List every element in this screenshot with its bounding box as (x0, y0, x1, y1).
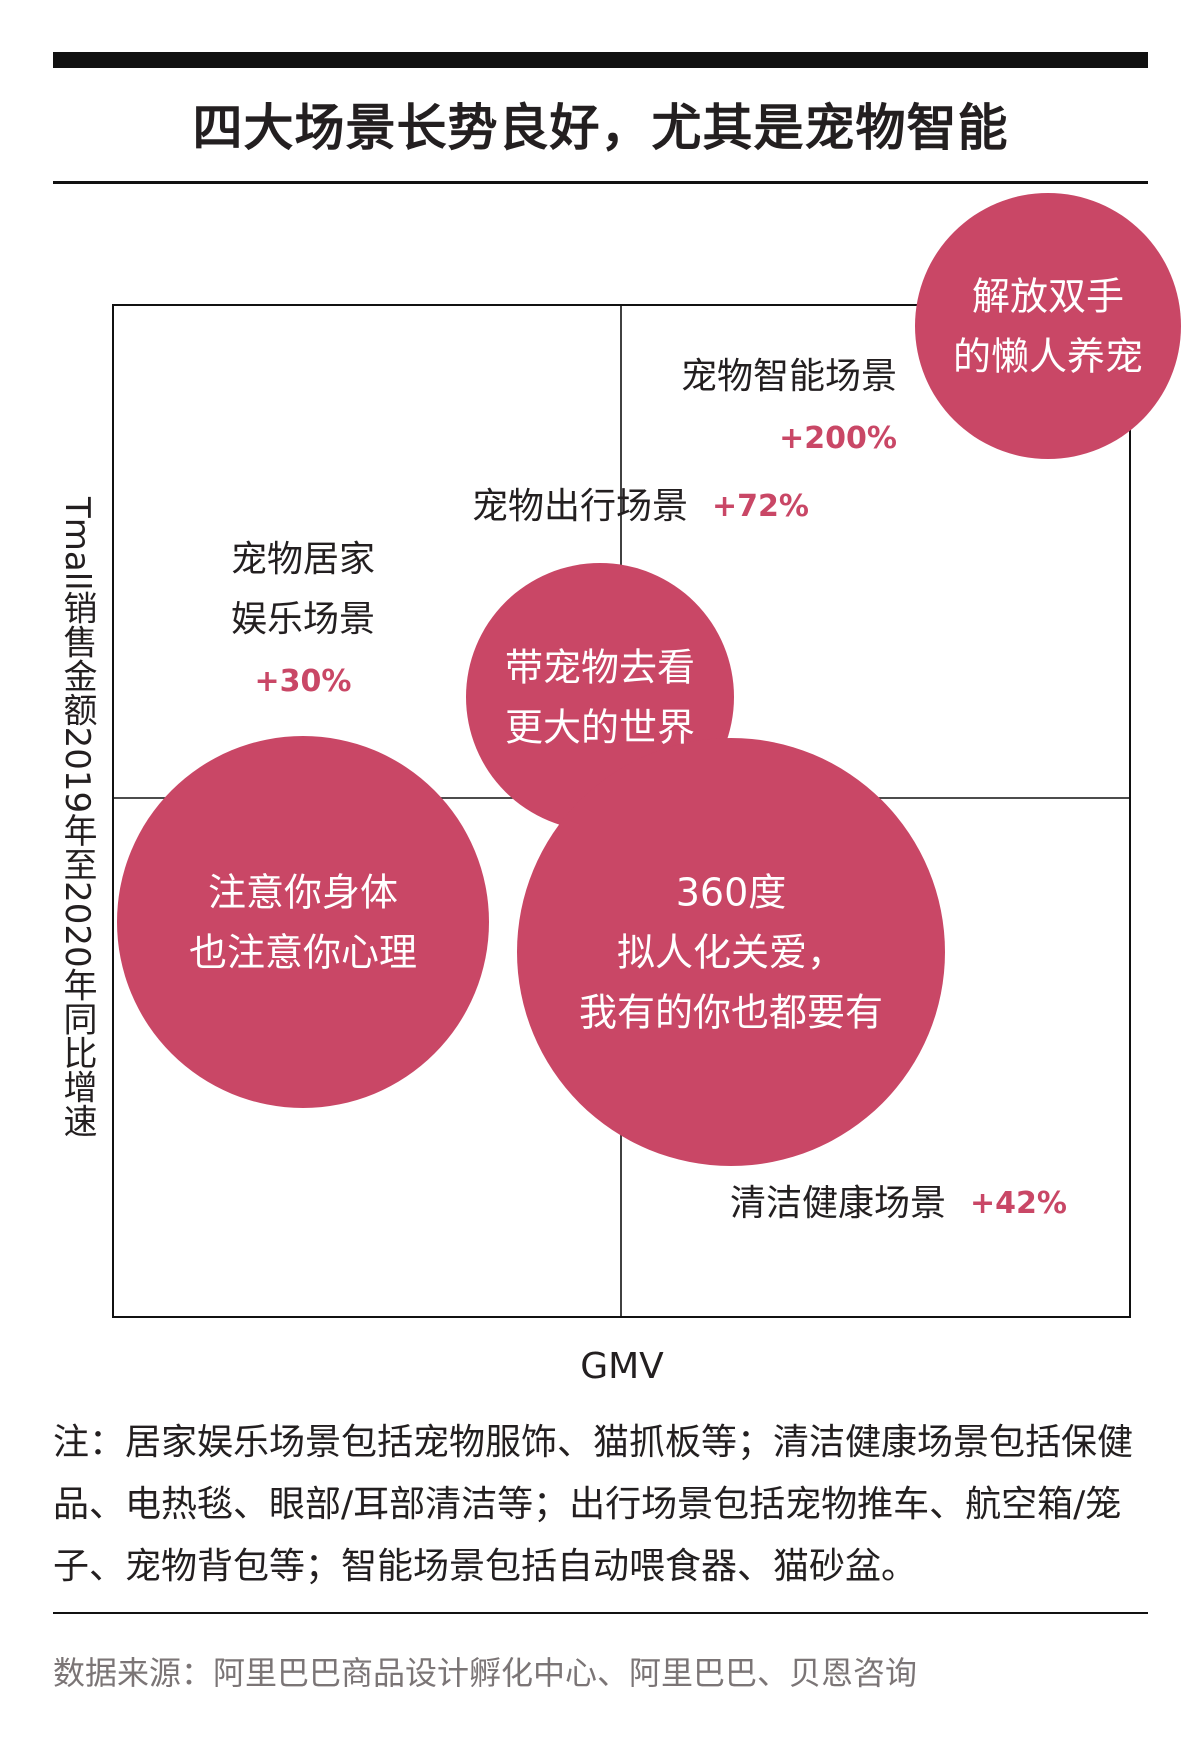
y-axis-label-wrap: Tmall销售金额2019年至2020年同比增速 (55, 450, 99, 1185)
scene-growth-travel: +72% (712, 489, 809, 524)
bubble-humanized-care-text-1: 360度 (676, 871, 787, 915)
scene-growth-clean: +42% (970, 1186, 1067, 1221)
bubble-lazy-pet-care (915, 193, 1181, 459)
bubble-humanized-care (517, 738, 945, 1166)
footnote: 注：居家娱乐场景包括宠物服饰、猫抓板等；清洁健康场景包括保健品、电热毯、眼部/耳… (53, 1422, 1134, 1587)
scene-growth-home: +30% (255, 664, 352, 699)
scene-label-clean: 清洁健康场景 (730, 1183, 946, 1224)
bubble-body-mind-text-1: 注意你身体 (208, 871, 398, 915)
bubble-lazy-pet-care-text-2: 的懒人养宠 (953, 335, 1143, 379)
scene-label-home-line-2: 娱乐场景 (231, 599, 375, 640)
x-axis-label: GMV (580, 1346, 664, 1387)
top-bar (53, 52, 1148, 68)
bubble-humanized-care-text-3: 我有的你也都要有 (579, 991, 883, 1035)
scene-label-travel: 宠物出行场景 (472, 486, 688, 527)
scene-label-home-line-1: 宠物居家 (231, 539, 375, 580)
bubble-bigger-world-text-1: 带宠物去看 (505, 646, 695, 690)
footnote-rule (53, 1612, 1148, 1614)
scene-label-smart: 宠物智能场景 (681, 356, 897, 397)
bubble-humanized-care-text-2: 拟人化关爱， (617, 931, 845, 975)
bubble-body-mind (117, 736, 489, 1108)
bubble-lazy-pet-care-text-1: 解放双手 (972, 275, 1124, 319)
bubble-body-mind-text-2: 也注意你心理 (189, 931, 417, 975)
y-axis-label: Tmall销售金额2019年至2020年同比增速 (57, 497, 97, 1138)
source-note: 数据来源：阿里巴巴商品设计孵化中心、阿里巴巴、贝恩咨询 (53, 1654, 918, 1692)
title-rule (53, 181, 1148, 184)
scene-growth-smart: +200% (779, 421, 897, 456)
bubble-bigger-world-text-2: 更大的世界 (505, 706, 695, 750)
chart-title: 四大场景长势良好，尤其是宠物智能 (192, 99, 1009, 157)
